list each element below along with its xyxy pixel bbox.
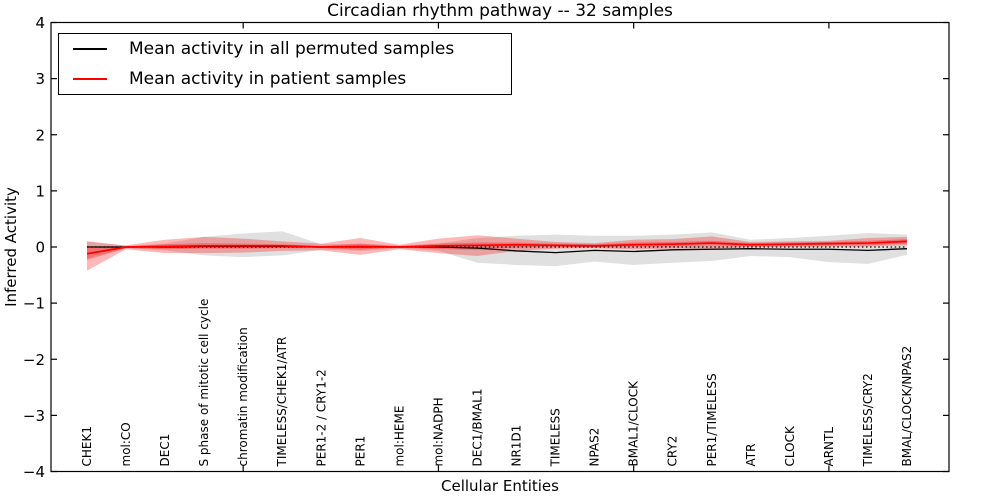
category-label: CRY2 [666,436,680,467]
patient-samples-inner-spread-band [87,239,907,260]
category-label: mol:HEME [392,406,406,467]
y-tick-label: −1 [23,295,45,313]
legend-item-permuted: Mean activity in all permuted samples [59,39,511,59]
category-label: DEC1 [158,434,172,467]
legend-item-patient: Mean activity in patient samples [59,69,511,89]
legend-line-sample-permuted [73,48,107,50]
category-label: ATR [744,444,758,467]
category-label: TIMELESS/CHEK1/ATR [275,337,289,468]
category-label: BMAL/CLOCK/NPAS2 [900,346,914,467]
y-tick-label: −2 [23,351,45,369]
legend: Mean activity in all permuted samples Me… [58,33,512,95]
category-label: CLOCK [783,425,797,466]
category-label: mol:CO [119,422,133,466]
category-label: mol:NADPH [431,397,445,466]
y-tick-label: −4 [23,463,45,481]
permuted-samples-spread-band [87,231,907,267]
category-label: TIMELESS [549,408,563,467]
y-tick-label: 3 [35,70,45,88]
category-label: BMAL1/CLOCK [627,380,641,467]
y-tick-label: 0 [35,239,45,257]
category-label: PER1/TIMELESS [705,373,719,466]
legend-label-patient: Mean activity in patient samples [129,69,407,89]
y-tick-label: −3 [23,407,45,425]
category-label: chromatin modification [236,327,250,466]
category-label: NPAS2 [588,428,602,467]
legend-line-sample-patient [73,78,107,80]
y-axis-label: Inferred Activity [2,187,20,307]
y-tick-label: 1 [35,182,45,200]
category-label: PER1-2 / CRY1-2 [314,369,328,466]
y-tick-label: 2 [35,126,45,144]
category-label: NR1D1 [510,425,524,467]
category-label: TIMELESS/CRY2 [861,373,875,467]
category-label: S phase of mitotic cell cycle [197,299,211,467]
chart-title: Circadian rhythm pathway -- 32 samples [327,1,673,21]
category-label: ARNTL [822,427,836,467]
patient-mean-line [86,240,908,255]
category-label: PER1 [353,436,367,467]
category-label: CHEK1 [80,426,94,467]
x-axis-label: Cellular Entities [441,477,559,495]
y-tick-label: 4 [35,14,45,32]
legend-label-permuted: Mean activity in all permuted samples [129,39,455,59]
category-label: DEC1/BMAL1 [470,389,484,467]
